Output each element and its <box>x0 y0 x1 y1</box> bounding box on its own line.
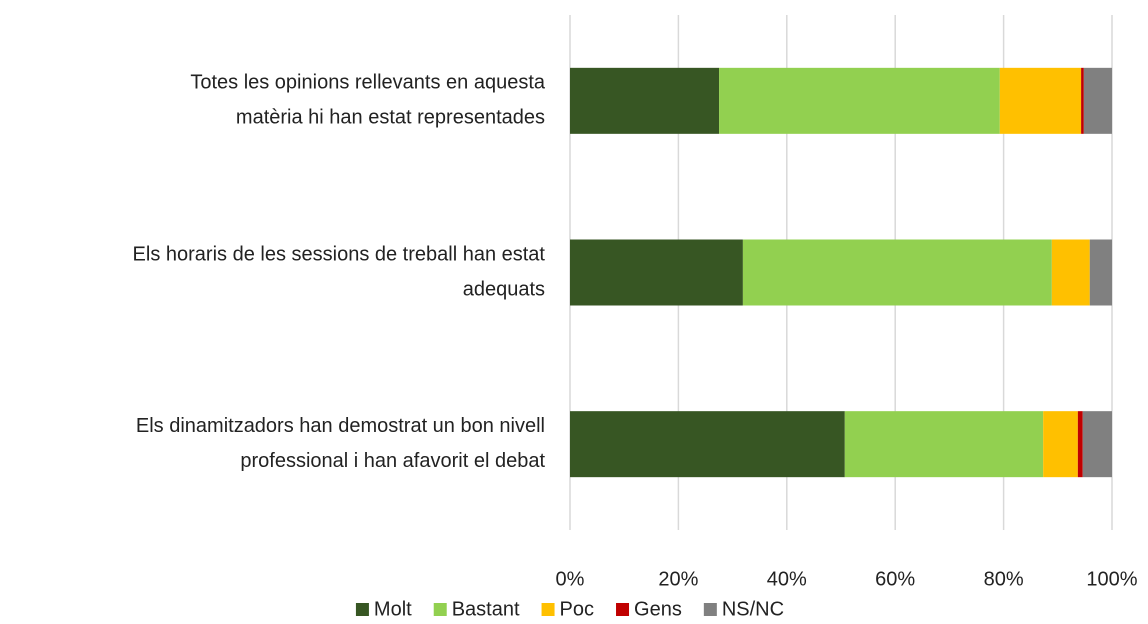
x-tick-label: 100% <box>1086 568 1137 590</box>
bar-segment <box>1083 67 1112 134</box>
bar-segment <box>570 67 720 134</box>
bar-segment <box>1081 67 1084 134</box>
bar-segment <box>999 67 1082 134</box>
category-label: professional i han afavorit el debat <box>240 450 545 472</box>
category-label: adequats <box>463 278 545 300</box>
legend-label: Molt <box>374 598 412 620</box>
x-tick-label: 80% <box>984 568 1024 590</box>
category-label: Els dinamitzadors han demostrat un bon n… <box>136 415 545 437</box>
bar-segment <box>1089 239 1112 306</box>
bar-segment <box>1043 411 1078 478</box>
legend-label: Poc <box>560 598 594 620</box>
legend-swatch <box>355 603 369 616</box>
category-label: Els horaris de les sessions de treball h… <box>133 243 546 265</box>
bar-segment <box>1051 239 1090 306</box>
legend-label: NS/NC <box>722 598 784 620</box>
bar-segment <box>570 239 743 306</box>
legend-swatch <box>541 603 555 616</box>
bar-segment <box>719 67 1000 134</box>
bar-segment <box>1082 411 1112 478</box>
x-tick-label: 20% <box>658 568 698 590</box>
legend-label: Gens <box>634 598 682 620</box>
bar-segment <box>1077 411 1083 478</box>
legend-swatch <box>433 603 447 616</box>
bar-segment <box>742 239 1052 306</box>
bar-segment <box>844 411 1044 478</box>
x-tick-label: 40% <box>767 568 807 590</box>
bar-segment <box>570 411 845 478</box>
legend-label: Bastant <box>452 598 520 620</box>
legend-swatch <box>616 603 630 616</box>
category-label: Totes les opinions rellevants en aquesta <box>190 72 546 94</box>
legend-swatch <box>703 603 717 616</box>
x-tick-label: 60% <box>875 568 915 590</box>
x-tick-label: 0% <box>556 568 585 590</box>
category-label: matèria hi han estat representades <box>236 107 545 129</box>
